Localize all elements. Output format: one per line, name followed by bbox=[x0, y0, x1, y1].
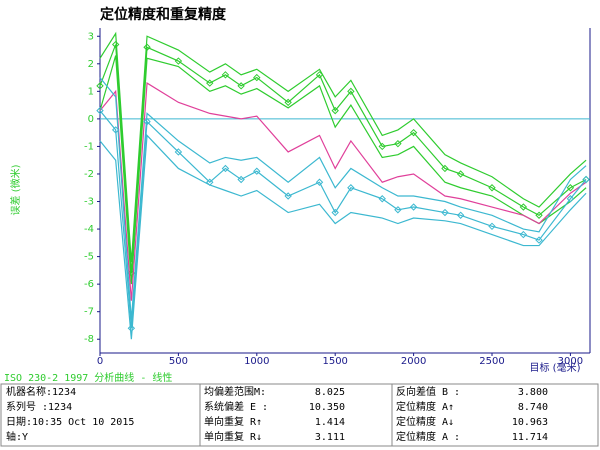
point-marker bbox=[206, 79, 214, 87]
stat-value: 8.025 bbox=[315, 387, 345, 398]
y-tick-label: -5 bbox=[84, 252, 94, 263]
x-tick-label: 3000 bbox=[558, 356, 583, 367]
stat-value: 11.714 bbox=[512, 432, 548, 443]
point-marker bbox=[315, 71, 324, 79]
point-marker bbox=[127, 324, 136, 332]
point-marker bbox=[519, 230, 528, 239]
y-tick-label: -6 bbox=[84, 279, 94, 290]
point-marker bbox=[378, 142, 386, 151]
stat-label: 定位精度 A↑ bbox=[396, 400, 454, 413]
stat-value: 10.963 bbox=[512, 417, 548, 428]
point-marker bbox=[456, 211, 465, 219]
point-marker bbox=[331, 208, 339, 217]
y-tick-label: 0 bbox=[88, 114, 94, 125]
point-marker bbox=[441, 208, 449, 217]
stat-label: 反向差值 B : bbox=[396, 385, 460, 398]
point-marker bbox=[566, 195, 575, 203]
point-marker bbox=[394, 139, 402, 148]
point-marker bbox=[331, 106, 339, 115]
y-tick-label: -2 bbox=[84, 169, 94, 180]
stat-label: 单向重复 R↑ bbox=[204, 415, 262, 428]
point-marker bbox=[347, 184, 355, 192]
point-marker bbox=[315, 178, 324, 186]
point-marker bbox=[253, 73, 261, 82]
point-marker bbox=[519, 203, 528, 211]
stat-value: 3.111 bbox=[315, 432, 345, 443]
x-tick-label: 1000 bbox=[244, 356, 269, 367]
point-marker bbox=[221, 71, 230, 79]
point-marker bbox=[253, 167, 261, 175]
x-tick-label: 0 bbox=[97, 356, 103, 367]
point-marker bbox=[582, 175, 590, 184]
point-marker bbox=[488, 222, 496, 231]
point-marker bbox=[174, 57, 183, 65]
y-tick-label: -3 bbox=[84, 197, 94, 208]
stat-label: 定位精度 A↓ bbox=[396, 415, 454, 428]
info-text: 轴:Y bbox=[6, 430, 28, 443]
series-line bbox=[99, 110, 587, 329]
y-tick-label: 1 bbox=[88, 86, 94, 97]
series-line bbox=[99, 134, 587, 340]
chart-title: 定位精度和重复精度 bbox=[100, 6, 227, 23]
stat-label: 单向重复 R↓ bbox=[204, 430, 262, 443]
point-marker bbox=[143, 117, 151, 126]
point-marker bbox=[566, 184, 575, 192]
x-axis-label: 目标 (毫米) bbox=[530, 361, 581, 374]
point-marker bbox=[143, 43, 151, 51]
stat-value: 3.800 bbox=[518, 387, 548, 398]
info-text: 系列号 :1234 bbox=[6, 400, 72, 413]
point-marker bbox=[441, 164, 449, 173]
y-tick-label: -8 bbox=[84, 334, 94, 345]
footer-box bbox=[0, 383, 599, 447]
stat-value: 8.740 bbox=[518, 402, 548, 413]
point-marker bbox=[237, 175, 245, 184]
point-marker bbox=[174, 148, 183, 156]
info-text: 日期:10:35 Oct 10 2015 bbox=[6, 416, 134, 428]
footer: ISO 230-2 1997 分析曲线 - 线性 机器名称:1234 系列号 :1… bbox=[0, 371, 599, 447]
standard-label: ISO 230-2 1997 分析曲线 - 线性 bbox=[4, 371, 172, 384]
series-line bbox=[99, 77, 587, 320]
point-marker bbox=[347, 87, 355, 96]
x-tick-label: 2500 bbox=[479, 356, 504, 367]
x-tick-label: 1500 bbox=[322, 356, 347, 367]
y-tick-label: -4 bbox=[84, 224, 94, 235]
point-marker bbox=[111, 126, 120, 134]
series-line bbox=[99, 44, 587, 274]
y-tick-label: -7 bbox=[84, 307, 94, 318]
point-marker bbox=[96, 82, 104, 90]
stat-value: 10.350 bbox=[309, 402, 345, 413]
stat-label: 系统偏差 E : bbox=[204, 400, 268, 413]
stat-value: 1.414 bbox=[315, 417, 345, 428]
stat-label: 均偏差范围M: bbox=[204, 385, 266, 398]
point-marker bbox=[535, 236, 543, 244]
x-tick-label: 500 bbox=[169, 356, 188, 367]
x-tick-label: 2000 bbox=[401, 356, 426, 367]
point-marker bbox=[535, 211, 543, 219]
y-tick-label: 2 bbox=[88, 59, 94, 70]
point-marker bbox=[96, 106, 104, 115]
y-axis-label: 误差 (微米) bbox=[9, 164, 22, 215]
point-marker bbox=[284, 98, 292, 107]
point-marker bbox=[456, 170, 465, 178]
point-marker bbox=[111, 40, 120, 49]
series-line bbox=[99, 82, 587, 301]
series-line bbox=[99, 31, 587, 263]
stat-label: 定位精度 A : bbox=[396, 430, 460, 443]
point-marker bbox=[221, 164, 230, 173]
point-marker bbox=[409, 203, 418, 211]
y-tick-label: -1 bbox=[84, 141, 94, 152]
point-marker bbox=[409, 128, 418, 137]
point-marker bbox=[378, 195, 386, 203]
point-marker bbox=[284, 192, 292, 200]
info-text: 机器名称:1234 bbox=[6, 385, 76, 398]
point-marker bbox=[394, 206, 402, 214]
point-marker bbox=[488, 184, 496, 192]
point-marker bbox=[237, 82, 245, 90]
series-line bbox=[99, 55, 587, 285]
y-tick-label: 3 bbox=[88, 31, 94, 42]
